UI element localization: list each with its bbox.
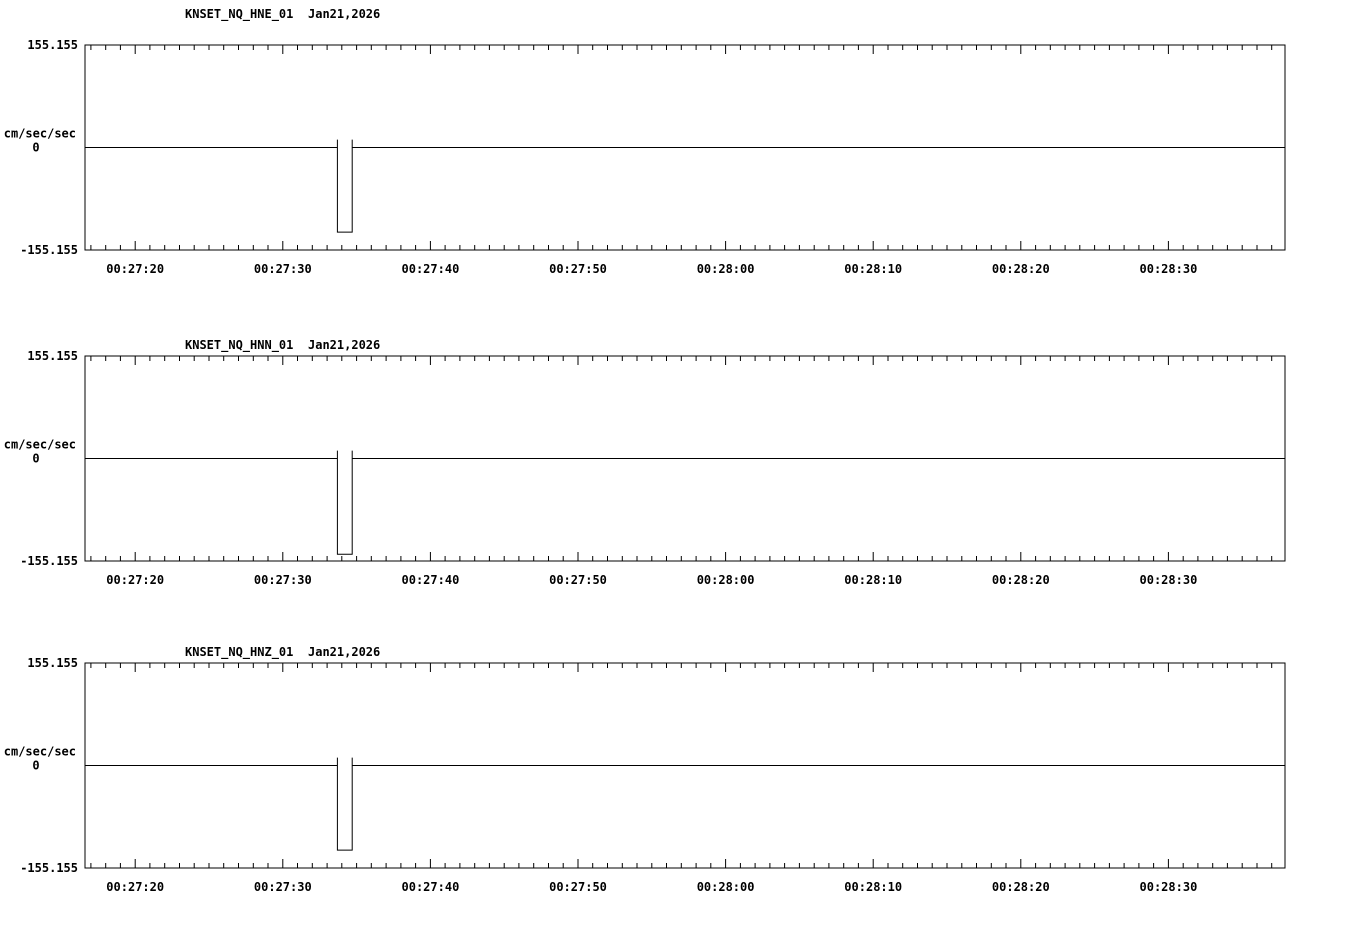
y-axis-unit-label: cm/sec/sec (4, 438, 76, 452)
x-axis-tick-label: 00:28:30 (1140, 573, 1198, 587)
y-label-min: -155.155 (20, 243, 78, 257)
x-axis-tick-label: 00:28:00 (697, 573, 755, 587)
y-label-min: -155.155 (20, 554, 78, 568)
seismogram-chart: KNSET_NQ_HNE_01 Jan21,2026 155.155 cm/sec/s… (4, 7, 1286, 276)
chart-title-date: Jan21,2026 (308, 338, 380, 352)
x-axis-tick-label: 00:28:20 (992, 880, 1050, 894)
y-label-zero: 0 (32, 141, 39, 155)
x-axis-tick-label: 00:27:30 (254, 573, 312, 587)
x-axis-tick-label: 00:28:20 (992, 262, 1050, 276)
chart-title-date: Jan21,2026 (308, 7, 380, 21)
x-axis-tick-label: 00:28:30 (1140, 262, 1198, 276)
x-axis-tick-label: 00:28:00 (697, 262, 755, 276)
y-label-max: 155.155 (27, 349, 78, 363)
seismogram-chart: KNSET_NQ_HNN_01 Jan21,2026 155.155 cm/sec/s… (4, 338, 1286, 587)
trace-polyline (85, 757, 1285, 851)
x-axis-tick-label: 00:28:30 (1140, 880, 1198, 894)
seismogram-chart: KNSET_NQ_HNZ_01 Jan21,2026 155.155 cm/sec/s… (4, 645, 1286, 894)
trace-polyline (85, 450, 1285, 555)
trace-polyline (85, 139, 1285, 233)
y-label-zero: 0 (32, 452, 39, 466)
x-axis-tick-label: 00:27:40 (402, 573, 460, 587)
x-axis-tick-label: 00:28:10 (844, 262, 902, 276)
x-axis-tick-label: 00:27:20 (106, 262, 164, 276)
x-axis-tick-label: 00:27:20 (106, 880, 164, 894)
chart-title-station: KNSET_NQ_HNZ_01 (185, 645, 293, 660)
chart-title-date: Jan21,2026 (308, 645, 380, 659)
x-axis-tick-label: 00:27:20 (106, 573, 164, 587)
chart-title-station: KNSET_NQ_HNE_01 (185, 7, 293, 22)
chart-title-station: KNSET_NQ_HNN_01 (185, 338, 293, 353)
y-axis-unit-label: cm/sec/sec (4, 127, 76, 141)
x-axis-tick-label: 00:27:50 (549, 880, 607, 894)
x-axis-tick-label: 00:27:40 (402, 262, 460, 276)
x-axis-tick-label: 00:27:50 (549, 573, 607, 587)
y-label-min: -155.155 (20, 861, 78, 875)
x-axis-tick-label: 00:28:20 (992, 573, 1050, 587)
y-label-zero: 0 (32, 759, 39, 773)
x-axis-tick-label: 00:28:10 (844, 880, 902, 894)
y-label-max: 155.155 (27, 38, 78, 52)
x-axis-tick-label: 00:27:50 (549, 262, 607, 276)
x-axis-tick-label: 00:27:30 (254, 262, 312, 276)
x-axis-tick-label: 00:27:40 (402, 880, 460, 894)
y-label-max: 155.155 (27, 656, 78, 670)
y-axis-unit-label: cm/sec/sec (4, 745, 76, 759)
x-axis-tick-label: 00:28:00 (697, 880, 755, 894)
x-axis-tick-label: 00:27:30 (254, 880, 312, 894)
x-axis-tick-label: 00:28:10 (844, 573, 902, 587)
